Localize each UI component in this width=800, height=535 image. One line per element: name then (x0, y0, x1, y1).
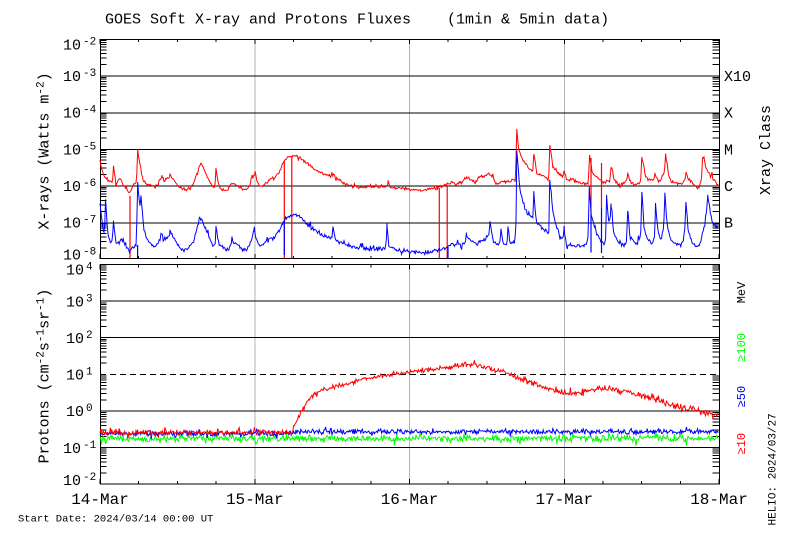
svg-text:10: 10 (63, 142, 81, 159)
svg-text:2: 2 (86, 330, 93, 342)
svg-text:16-Mar: 16-Mar (381, 491, 439, 509)
svg-text:10: 10 (63, 216, 81, 233)
svg-text:HELIO: 2024/03/27: HELIO: 2024/03/27 (768, 413, 780, 525)
svg-text:10: 10 (63, 473, 81, 490)
svg-text:10: 10 (66, 262, 84, 279)
svg-text:10: 10 (63, 106, 81, 123)
svg-text:-3: -3 (83, 68, 96, 80)
svg-text:1: 1 (86, 367, 93, 379)
svg-text:14-Mar: 14-Mar (71, 491, 129, 509)
svg-text:X10: X10 (724, 69, 751, 86)
svg-text:≥10: ≥10 (735, 433, 749, 455)
svg-text:-8: -8 (83, 247, 96, 259)
svg-text:Xray Class: Xray Class (758, 105, 775, 195)
svg-text:-7: -7 (83, 215, 96, 227)
svg-text:10: 10 (66, 404, 84, 421)
svg-text:-6: -6 (83, 178, 96, 190)
svg-text:B: B (724, 216, 733, 233)
svg-text:Start Date: 2024/03/14 00:00 U: Start Date: 2024/03/14 00:00 UT (18, 514, 213, 526)
svg-text:C: C (724, 179, 733, 196)
svg-text:0: 0 (86, 403, 93, 415)
svg-text:18-Mar: 18-Mar (690, 491, 748, 509)
svg-text:-5: -5 (83, 141, 96, 153)
svg-text:MeV: MeV (735, 281, 749, 303)
svg-text:10: 10 (63, 441, 81, 458)
svg-text:15-Mar: 15-Mar (226, 491, 284, 509)
svg-text:X: X (724, 106, 733, 123)
svg-text:10: 10 (63, 248, 81, 265)
svg-text:-1: -1 (83, 440, 97, 452)
svg-text:-2: -2 (83, 472, 96, 484)
svg-text:10: 10 (66, 331, 84, 348)
svg-text:3: 3 (86, 294, 93, 306)
svg-text:M: M (724, 142, 733, 159)
svg-text:10: 10 (63, 38, 81, 55)
svg-text:-2: -2 (83, 37, 96, 49)
svg-text:17-Mar: 17-Mar (535, 491, 593, 509)
svg-text:10: 10 (63, 179, 81, 196)
svg-text:10: 10 (63, 69, 81, 86)
svg-text:10: 10 (66, 295, 84, 312)
svg-text:GOES Soft X-ray and Protons Fl: GOES Soft X-ray and Protons Fluxes (1min… (105, 12, 609, 29)
svg-text:≥50: ≥50 (735, 386, 749, 408)
svg-text:-4: -4 (83, 105, 97, 117)
svg-text:4: 4 (86, 261, 93, 273)
svg-text:10: 10 (66, 368, 84, 385)
svg-text:≥100: ≥100 (735, 333, 749, 362)
svg-text:X-rays (Watts m-2): X-rays (Watts m-2) (36, 72, 54, 229)
svg-text:Protons (cm-2s-1sr-1): Protons (cm-2s-1sr-1) (36, 289, 54, 464)
